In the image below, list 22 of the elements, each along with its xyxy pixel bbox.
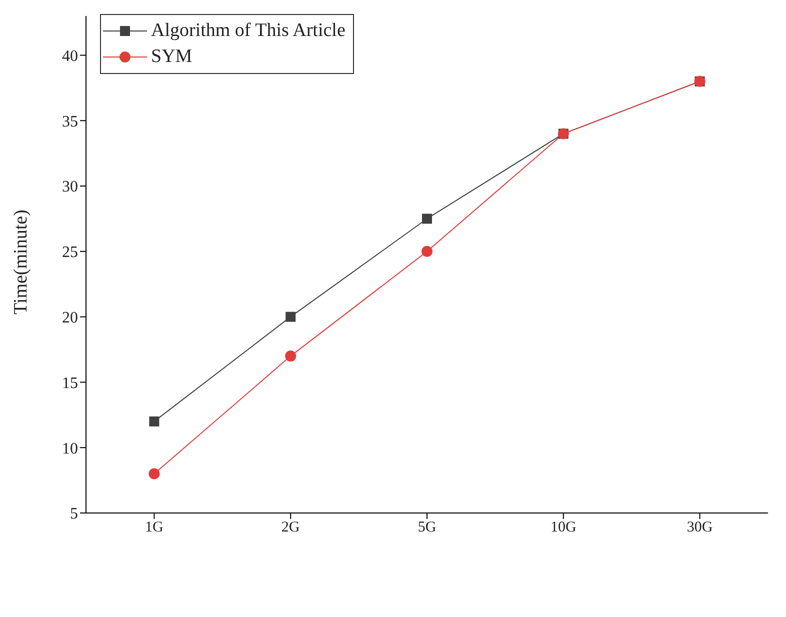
- point: [286, 312, 296, 322]
- y-tick-label: 35: [62, 113, 78, 130]
- y-tick-label: 30: [62, 178, 78, 196]
- y-tick-label: 20: [62, 309, 78, 326]
- point: [149, 416, 160, 426]
- legend-label: SYM: [151, 45, 192, 69]
- point: [285, 350, 296, 362]
- x-tick-label: 5G: [418, 520, 436, 536]
- y-tick-label: 5: [70, 506, 78, 523]
- y-tick-label: 40: [62, 48, 78, 65]
- y-tick-label: 15: [62, 374, 78, 392]
- x-tick-label: 10G: [550, 520, 576, 536]
- y-tick-label: 10: [62, 440, 78, 458]
- x-tick-label: 1G: [145, 520, 164, 536]
- x-tick-label: 2G: [281, 520, 300, 536]
- point: [422, 214, 432, 224]
- y-axis-title: Time(minute): [10, 210, 32, 314]
- point: [148, 468, 160, 480]
- point: [422, 246, 432, 257]
- y-tick-label: 25: [62, 244, 78, 262]
- legend-label: Algorithm of This Article: [151, 19, 346, 43]
- x-tick-label: 30G: [686, 520, 713, 536]
